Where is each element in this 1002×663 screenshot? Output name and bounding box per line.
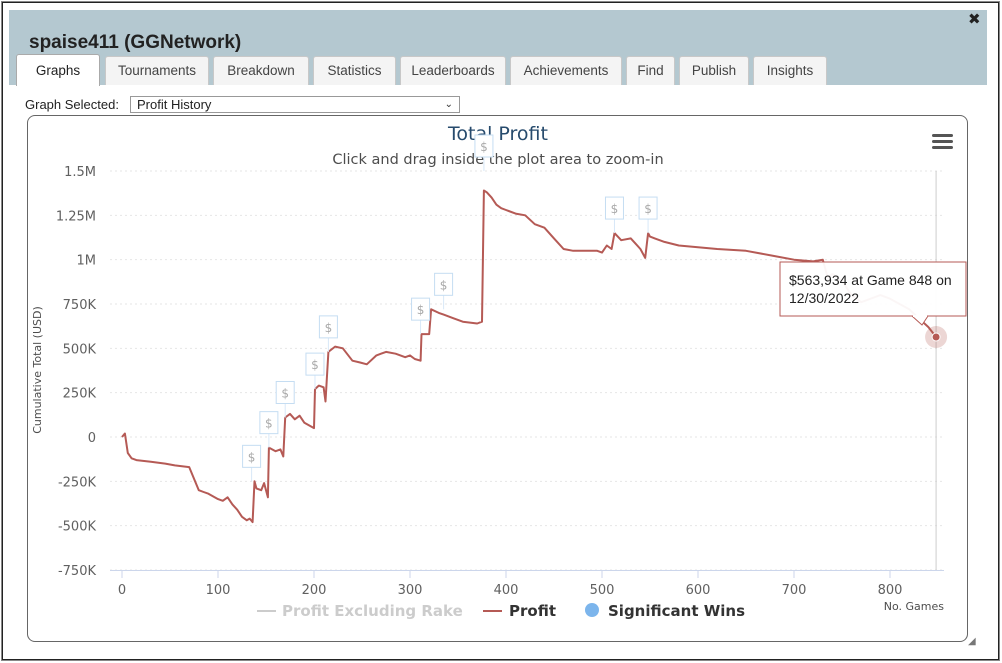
- hamburger-icon[interactable]: [932, 134, 953, 149]
- flag-label: $: [248, 450, 256, 464]
- legend-item-excluding-rake: Profit Excluding Rake: [282, 602, 463, 620]
- significant-win-flag[interactable]: [434, 272, 454, 296]
- x-tick-label: 500: [590, 583, 615, 598]
- flag-label: $: [644, 202, 652, 216]
- tab-find[interactable]: Find: [626, 56, 675, 85]
- window-title: spaise411 (GGNetwork): [29, 32, 242, 53]
- hover-point[interactable]: [931, 332, 941, 342]
- chart-subtitle: Click and drag inside the plot area to z…: [332, 152, 663, 168]
- y-tick-label: 1.25M: [56, 209, 96, 224]
- hamburger-bar: [932, 134, 953, 137]
- tooltip-pointer: [911, 315, 929, 326]
- x-tick-label: 800: [878, 583, 903, 598]
- legend-item-significant-wins: Significant Wins: [608, 602, 745, 620]
- hamburger-bar: [932, 140, 953, 143]
- flag-label: $: [417, 303, 425, 317]
- x-tick-label: 0: [118, 583, 126, 598]
- x-tick-label: 700: [782, 583, 807, 598]
- tab-tournaments[interactable]: Tournaments: [105, 56, 209, 85]
- y-axis-title: Cumulative Total (USD): [31, 306, 44, 434]
- tab-leaderboards[interactable]: Leaderboards: [400, 56, 506, 85]
- y-tick-label: -750K: [58, 564, 97, 579]
- x-tick-label: 200: [302, 583, 327, 598]
- significant-win-flag[interactable]: [411, 297, 431, 321]
- tab-insights[interactable]: Insights: [753, 56, 827, 85]
- y-tick-label: 500K: [63, 342, 97, 357]
- flag-label: $: [611, 202, 619, 216]
- y-tick-label: 1.5M: [64, 165, 96, 180]
- flag-label: $: [480, 140, 488, 154]
- close-icon[interactable]: ✖: [968, 10, 981, 28]
- y-tick-label: -250K: [58, 475, 97, 490]
- resize-handle-icon[interactable]: ◢: [968, 636, 976, 647]
- significant-win-flag[interactable]: [638, 196, 658, 220]
- tooltip-box: [779, 261, 967, 317]
- flag-label: $: [281, 386, 289, 400]
- legend-item-profit: Profit: [509, 602, 556, 620]
- tab-breakdown[interactable]: Breakdown: [213, 56, 309, 85]
- tab-publish[interactable]: Publish: [679, 56, 749, 85]
- chart-panel: [27, 115, 968, 642]
- y-tick-label: 750K: [63, 298, 97, 313]
- flag-label: $: [440, 278, 448, 292]
- chevron-down-icon: ⌄: [444, 99, 453, 110]
- profit-series-line[interactable]: [121, 189, 937, 524]
- y-tick-label: 0: [88, 431, 96, 446]
- y-tick-label: -500K: [58, 520, 97, 535]
- x-tick-label: 400: [494, 583, 519, 598]
- y-tick-label: 1M: [77, 254, 97, 269]
- flag-label: $: [265, 417, 273, 431]
- significant-win-flag[interactable]: [275, 380, 295, 404]
- significant-win-flag[interactable]: [305, 352, 325, 376]
- hamburger-bar: [932, 146, 953, 149]
- flag-label: $: [311, 358, 319, 372]
- tab-graphs[interactable]: Graphs: [16, 54, 100, 86]
- x-tick-label: 600: [686, 583, 711, 598]
- graph-select-dropdown[interactable]: Profit History ⌄: [130, 96, 460, 113]
- tab-statistics[interactable]: Statistics: [313, 56, 396, 85]
- tooltip-text-line1: $563,934 at Game 848 on: [789, 272, 952, 288]
- significant-win-flag[interactable]: [242, 444, 262, 468]
- x-tick-label: 100: [206, 583, 231, 598]
- graph-select-value: Profit History: [137, 97, 212, 112]
- tab-achievements[interactable]: Achievements: [510, 56, 622, 85]
- significant-win-flag[interactable]: [318, 315, 338, 339]
- x-tick-label: 300: [398, 583, 423, 598]
- graph-select-label: Graph Selected:: [25, 97, 119, 112]
- x-axis-title: No. Games: [884, 600, 945, 613]
- significant-win-flag[interactable]: [259, 411, 279, 435]
- legend-symbol-significant-wins[interactable]: [585, 603, 599, 617]
- tooltip-text-line2: 12/30/2022: [789, 290, 859, 306]
- y-tick-label: 250K: [63, 387, 97, 402]
- significant-win-flag[interactable]: [474, 134, 494, 158]
- flag-label: $: [325, 321, 333, 335]
- significant-win-flag[interactable]: [604, 196, 624, 220]
- chart-title: Total Profit: [447, 123, 548, 145]
